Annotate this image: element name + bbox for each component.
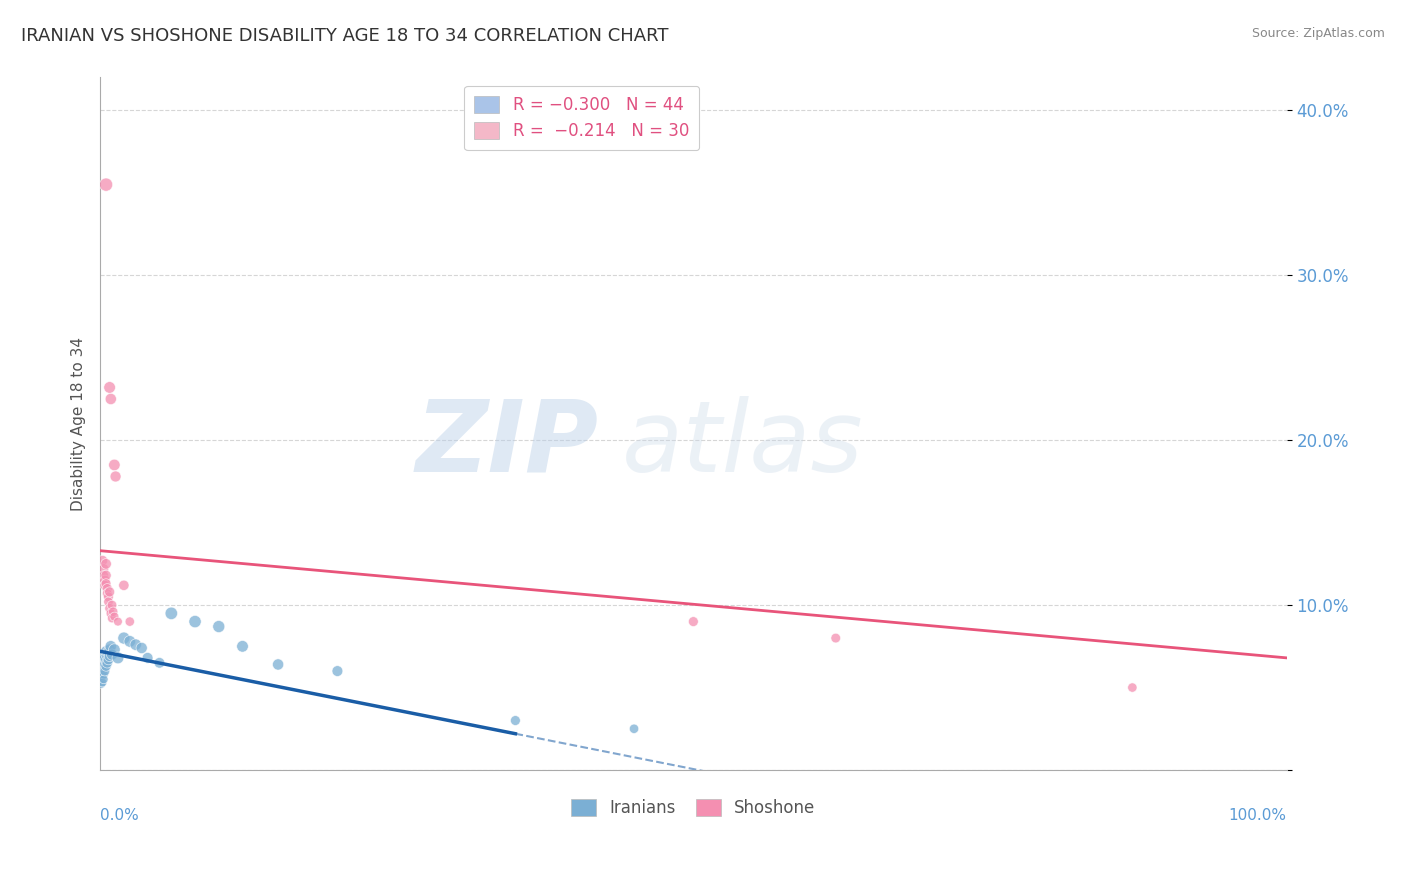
Point — [103, 609, 125, 624]
Point — [91, 553, 114, 567]
Point — [184, 615, 207, 629]
Text: IRANIAN VS SHOSHONE DISABILITY AGE 18 TO 34 CORRELATION CHART: IRANIAN VS SHOSHONE DISABILITY AGE 18 TO… — [21, 27, 669, 45]
Point — [93, 661, 115, 675]
Point — [101, 648, 124, 662]
Point — [231, 640, 253, 654]
Point — [1121, 681, 1143, 695]
Point — [100, 607, 122, 621]
Point — [118, 615, 141, 629]
Point — [94, 659, 117, 673]
Point — [98, 642, 121, 657]
Y-axis label: Disability Age 18 to 34: Disability Age 18 to 34 — [72, 336, 86, 511]
Point — [100, 640, 122, 654]
Point — [267, 657, 290, 672]
Point — [326, 664, 349, 678]
Point — [94, 574, 117, 588]
Point — [505, 714, 527, 728]
Point — [125, 638, 148, 652]
Point — [93, 562, 115, 576]
Point — [103, 458, 125, 472]
Point — [160, 607, 183, 621]
Point — [136, 651, 159, 665]
Point — [98, 649, 121, 664]
Point — [623, 722, 645, 736]
Point — [90, 664, 112, 678]
Point — [101, 598, 124, 612]
Point — [94, 557, 117, 571]
Point — [93, 673, 115, 687]
Point — [96, 586, 118, 600]
Point — [103, 642, 125, 657]
Point — [96, 582, 118, 596]
Point — [97, 646, 120, 660]
Point — [91, 669, 114, 683]
Point — [93, 648, 115, 662]
Point — [98, 601, 121, 615]
Legend: Iranians, Shoshone: Iranians, Shoshone — [565, 792, 823, 824]
Point — [93, 656, 115, 670]
Text: ZIP: ZIP — [415, 396, 599, 493]
Point — [94, 644, 117, 658]
Point — [94, 178, 117, 192]
Point — [94, 576, 117, 591]
Point — [148, 656, 170, 670]
Point — [93, 568, 115, 582]
Point — [97, 652, 120, 666]
Point — [101, 611, 124, 625]
Point — [98, 585, 121, 599]
Point — [208, 619, 231, 633]
Point — [98, 380, 121, 394]
Point — [94, 651, 117, 665]
Point — [94, 652, 117, 666]
Point — [91, 675, 114, 690]
Point — [682, 615, 704, 629]
Point — [131, 640, 153, 655]
Point — [90, 673, 112, 687]
Point — [94, 568, 117, 582]
Point — [100, 392, 122, 406]
Point — [90, 677, 112, 691]
Point — [101, 605, 124, 619]
Point — [96, 649, 118, 664]
Point — [107, 615, 129, 629]
Point — [118, 634, 141, 648]
Point — [97, 595, 120, 609]
Text: atlas: atlas — [623, 396, 863, 493]
Point — [93, 667, 115, 681]
Text: 100.0%: 100.0% — [1229, 808, 1286, 823]
Point — [91, 659, 114, 673]
Point — [97, 590, 120, 604]
Point — [94, 657, 117, 672]
Point — [91, 664, 114, 678]
Point — [94, 578, 117, 592]
Text: Source: ZipAtlas.com: Source: ZipAtlas.com — [1251, 27, 1385, 40]
Point — [91, 651, 114, 665]
Point — [112, 631, 135, 645]
Text: 0.0%: 0.0% — [100, 808, 139, 823]
Point — [96, 656, 118, 670]
Point — [90, 667, 112, 681]
Point — [824, 631, 846, 645]
Point — [112, 578, 135, 592]
Point — [104, 469, 127, 483]
Point — [94, 664, 117, 678]
Point — [107, 651, 129, 665]
